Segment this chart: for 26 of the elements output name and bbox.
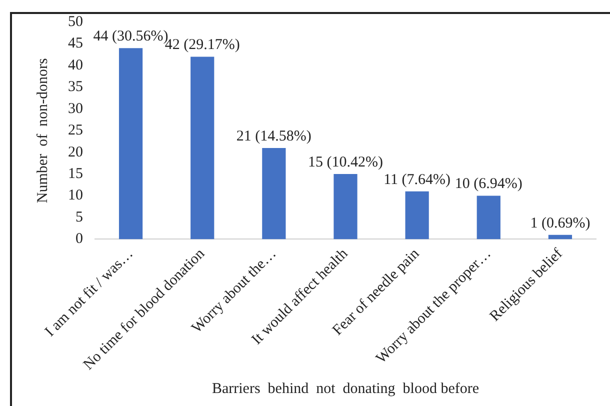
y-tick-label: 40 — [68, 57, 83, 74]
bar — [548, 234, 572, 240]
data-label: 44 (30.56%) — [93, 28, 168, 44]
data-label: 15 (10.42%) — [308, 154, 383, 170]
x-axis-title: Barriers behind not donating blood before — [212, 380, 480, 397]
data-label: 10 (6.94%) — [454, 176, 522, 192]
data-label: 11 (7.64%) — [384, 172, 451, 188]
y-tick-label: 50 — [68, 14, 83, 30]
y-tick-label: 25 — [68, 122, 83, 139]
bar — [476, 196, 500, 240]
data-label: 1 (0.69%) — [530, 215, 590, 232]
y-tick-label: 0 — [76, 231, 83, 248]
y-tick-label: 10 — [68, 188, 83, 204]
bar — [334, 174, 358, 240]
y-tick-label: 35 — [68, 79, 83, 96]
y-tick-label: 15 — [68, 166, 83, 182]
y-tick-label: 45 — [68, 36, 83, 52]
y-axis-title: Number of non-donors — [34, 58, 51, 204]
bar — [190, 56, 214, 240]
bar — [118, 48, 143, 240]
bar — [262, 148, 286, 240]
data-label: 21 (14.58%) — [236, 128, 312, 144]
y-tick-label: 5 — [76, 209, 83, 226]
bar — [405, 191, 429, 240]
y-tick-label: 30 — [68, 100, 83, 117]
y-tick-label: 20 — [68, 144, 83, 160]
